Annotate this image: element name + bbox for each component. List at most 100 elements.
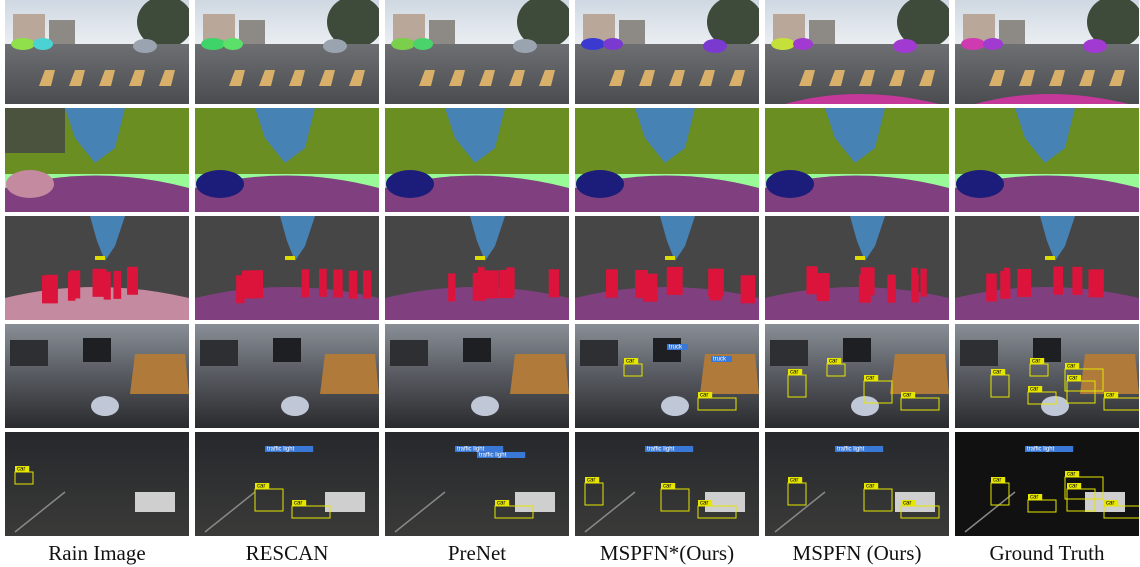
box <box>1064 476 1104 500</box>
person-seg <box>911 274 919 303</box>
tag-bg <box>788 369 803 375</box>
tag-bg <box>1065 363 1080 369</box>
tag-bg <box>788 477 803 483</box>
crosswalk <box>859 70 875 86</box>
tag: car <box>587 478 595 484</box>
image <box>575 216 759 320</box>
sign <box>1045 256 1055 260</box>
lit-car <box>135 492 175 512</box>
person-seg <box>1017 268 1032 297</box>
house <box>809 20 835 44</box>
image <box>765 216 949 320</box>
tag: car <box>829 359 837 365</box>
image <box>5 324 189 428</box>
image-cell: traffic light car car <box>195 432 379 536</box>
sky-seg <box>470 216 505 261</box>
person-seg <box>301 269 310 298</box>
crosswalk <box>39 70 55 86</box>
image <box>195 108 379 212</box>
tag: traffic light <box>457 447 485 453</box>
column-label: Ground Truth <box>990 541 1105 565</box>
road-seg <box>385 287 569 320</box>
person-seg <box>920 268 927 297</box>
image: traffic light car car car car car <box>955 432 1139 536</box>
person-seg <box>740 275 756 304</box>
car-mask <box>33 38 53 50</box>
person-seg <box>1053 266 1063 295</box>
tag: car <box>1032 359 1040 365</box>
car-seg <box>766 170 814 198</box>
tag: car <box>903 393 911 399</box>
tag: traffic light <box>647 447 675 453</box>
tag: traffic light <box>479 453 507 459</box>
tag: car <box>17 467 25 473</box>
sign <box>285 256 295 260</box>
car-seg <box>196 170 244 198</box>
orange-car <box>320 354 379 394</box>
image <box>385 324 569 428</box>
image <box>385 108 569 212</box>
crosswalk <box>1049 70 1065 86</box>
box <box>900 397 940 411</box>
column-label: MSPFN*(Ours) <box>600 541 734 565</box>
tag: car <box>294 501 302 507</box>
tag: car <box>1030 495 1038 501</box>
tag-bg <box>864 483 879 489</box>
image <box>385 0 569 104</box>
crosswalk <box>349 70 365 86</box>
sign <box>855 256 865 260</box>
crosswalk <box>159 70 175 86</box>
lit-car <box>325 492 365 512</box>
image <box>575 0 759 104</box>
image-cell <box>5 0 189 104</box>
person-seg <box>1000 270 1011 299</box>
image-cell <box>575 108 759 212</box>
image-cell <box>195 0 379 104</box>
crosswalk <box>419 70 435 86</box>
image <box>765 0 949 104</box>
house <box>239 20 265 44</box>
image-cell <box>195 324 379 428</box>
image <box>765 108 949 212</box>
person-seg <box>484 270 499 299</box>
reflection <box>281 396 309 416</box>
person-seg <box>236 275 245 304</box>
scene <box>5 432 189 536</box>
orange-car <box>890 354 949 394</box>
tag: car <box>1069 376 1077 382</box>
crosswalk <box>799 70 815 86</box>
tag-bg <box>455 446 504 452</box>
tag: car <box>1067 472 1075 478</box>
image-cell <box>765 0 949 104</box>
road <box>195 44 379 104</box>
sky-seg <box>1015 108 1075 163</box>
sign <box>665 256 675 260</box>
image: car <box>5 432 189 536</box>
crosswalk <box>319 70 335 86</box>
orange-car <box>130 354 189 394</box>
hood-mask <box>785 94 939 104</box>
car <box>10 340 48 366</box>
column-label: Rain Image <box>48 541 145 565</box>
tag: car <box>497 501 505 507</box>
car-mask <box>771 38 795 50</box>
person-seg <box>1072 266 1083 295</box>
noise <box>5 108 65 153</box>
car <box>960 340 998 366</box>
box <box>1064 368 1104 392</box>
reflection <box>661 396 689 416</box>
person-seg <box>887 274 896 303</box>
tag-bg <box>1104 392 1119 398</box>
person-seg <box>251 270 263 299</box>
box <box>900 505 940 519</box>
tag: car <box>1030 387 1038 393</box>
car <box>200 340 238 366</box>
reflection <box>851 396 879 416</box>
tag: truck <box>669 345 683 351</box>
reflection <box>91 396 119 416</box>
tag-bg <box>991 369 1006 375</box>
person-seg <box>333 269 343 298</box>
person-seg <box>816 273 830 302</box>
person-seg <box>319 268 327 297</box>
